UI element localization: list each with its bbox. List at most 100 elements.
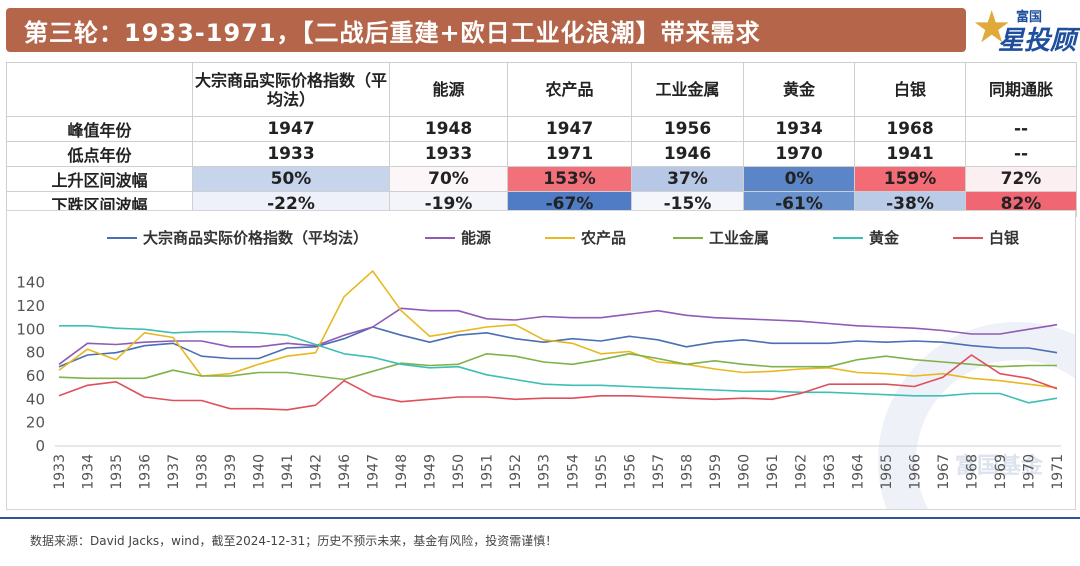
x-tick-label: 1959 bbox=[708, 454, 724, 490]
table-row: 上升区间波幅 50% 70% 153% 37% 0% 159% 72% bbox=[6, 166, 1077, 192]
table-cell: 1934 bbox=[743, 116, 855, 142]
x-tick-label: 1946 bbox=[337, 454, 353, 490]
x-tick-label: 1940 bbox=[252, 454, 268, 490]
x-tick-label: 1967 bbox=[936, 454, 952, 490]
table-cell: 1941 bbox=[854, 141, 966, 167]
x-tick-label: 1969 bbox=[993, 454, 1009, 490]
table-col-header: 白银 bbox=[854, 62, 966, 117]
legend-label: 大宗商品实际价格指数（平均法） bbox=[143, 229, 368, 247]
table-cell: 159% bbox=[854, 166, 966, 192]
legend-label: 黄金 bbox=[869, 229, 900, 247]
table-col-header: 能源 bbox=[389, 62, 508, 117]
stats-table: 大宗商品实际价格指数（平均法） 能源 农产品 工业金属 黄金 白银 同期通胀 峰值年份 194… bbox=[6, 62, 1077, 217]
series-line bbox=[58, 307, 1058, 365]
x-tick-label: 1956 bbox=[622, 454, 638, 490]
footer-divider bbox=[0, 517, 1080, 519]
y-tick-label: 100 bbox=[16, 320, 45, 338]
x-tick-label: 1962 bbox=[793, 454, 809, 490]
table-header-row: 大宗商品实际价格指数（平均法） 能源 农产品 工业金属 黄金 白银 同期通胀 bbox=[6, 62, 1077, 117]
table-cell: 1956 bbox=[631, 116, 744, 142]
x-tick-label: 1934 bbox=[81, 454, 97, 490]
chart-container: 富国基金 0 20 40 60 80 100 120 140 1933 1934 1935 1936 19… bbox=[6, 210, 1076, 510]
x-tick-label: 1948 bbox=[394, 454, 410, 490]
row-label: 低点年份 bbox=[6, 141, 193, 167]
x-tick-label: 1935 bbox=[109, 454, 125, 490]
x-tick-label: 1960 bbox=[736, 454, 752, 490]
data-source-note: 数据来源：David Jacks，wind，截至2024-12-31；历史不预示… bbox=[30, 534, 558, 548]
table-cell: 1971 bbox=[507, 141, 632, 167]
x-tick-label: 1968 bbox=[964, 454, 980, 490]
table-row: 低点年份 1933 1933 1971 1946 1970 1941 -- bbox=[6, 141, 1077, 167]
y-tick-label: 60 bbox=[26, 367, 45, 385]
x-tick-label: 1965 bbox=[879, 454, 895, 490]
table-col-header: 农产品 bbox=[507, 62, 632, 117]
x-tick-label: 1970 bbox=[1021, 454, 1037, 490]
table-col-header: 黄金 bbox=[743, 62, 855, 117]
x-tick-label: 1958 bbox=[679, 454, 695, 490]
table-col-header: 大宗商品实际价格指数（平均法） bbox=[192, 62, 390, 117]
x-tick-label: 1961 bbox=[765, 454, 781, 490]
x-tick-label: 1971 bbox=[1050, 454, 1066, 490]
legend-label: 工业金属 bbox=[709, 229, 769, 247]
watermark-text: 富国基金 bbox=[955, 453, 1044, 479]
watermark-ring bbox=[878, 322, 1075, 509]
table-cell: 1947 bbox=[192, 116, 390, 142]
legend-label: 能源 bbox=[461, 229, 491, 247]
table-cell: 1970 bbox=[743, 141, 855, 167]
x-tick-label: 1938 bbox=[195, 454, 211, 490]
x-tick-label: 1949 bbox=[423, 454, 439, 490]
table-cell: 72% bbox=[965, 166, 1077, 192]
y-tick-label: 20 bbox=[26, 414, 45, 432]
x-tick-label: 1957 bbox=[651, 454, 667, 490]
brand-logo: ★ 富国 星投顾 bbox=[972, 2, 1077, 57]
x-tick-label: 1936 bbox=[138, 454, 154, 490]
x-tick-label: 1954 bbox=[565, 454, 581, 490]
table-col-header: 工业金属 bbox=[631, 62, 744, 117]
x-tick-label: 1933 bbox=[52, 454, 68, 490]
table-cell: 1933 bbox=[192, 141, 390, 167]
title-bar: 第三轮：1933-1971，【二战后重建+欧日工业化浪潮】带来需求 bbox=[6, 8, 966, 52]
row-label: 上升区间波幅 bbox=[6, 166, 193, 192]
x-tick-label: 1947 bbox=[366, 454, 382, 490]
x-tick-label: 1942 bbox=[309, 454, 325, 490]
line-chart: 富国基金 0 20 40 60 80 100 120 140 1933 1934 1935 1936 19… bbox=[16, 229, 1075, 509]
y-tick-label: 140 bbox=[16, 274, 45, 292]
x-tick-label: 1966 bbox=[907, 454, 923, 490]
series-line bbox=[58, 270, 1058, 389]
page-title: 第三轮：1933-1971，【二战后重建+欧日工业化浪潮】带来需求 bbox=[24, 18, 761, 47]
y-tick-label: 0 bbox=[35, 437, 45, 455]
table-cell: 1968 bbox=[854, 116, 966, 142]
y-tick-label: 40 bbox=[26, 390, 45, 408]
legend-label: 白银 bbox=[989, 229, 1020, 247]
x-tick-label: 1937 bbox=[166, 454, 182, 490]
x-tick-label: 1939 bbox=[223, 454, 239, 490]
table-cell: 37% bbox=[631, 166, 744, 192]
logo-main-text: 星投顾 bbox=[998, 26, 1077, 56]
x-tick-label: 1964 bbox=[850, 454, 866, 490]
table-cell: 50% bbox=[192, 166, 390, 192]
legend-label: 农产品 bbox=[580, 229, 626, 247]
series-line bbox=[58, 354, 1058, 411]
x-tick-label: 1963 bbox=[822, 454, 838, 490]
x-tick-label: 1952 bbox=[508, 454, 524, 490]
table-col-header bbox=[6, 62, 193, 117]
x-tick-label: 1950 bbox=[451, 454, 467, 490]
x-tick-label: 1953 bbox=[537, 454, 553, 490]
table-cell: 0% bbox=[743, 166, 855, 192]
x-tick-label: 1951 bbox=[480, 454, 496, 490]
y-tick-label: 120 bbox=[16, 297, 45, 315]
table-col-header: 同期通胀 bbox=[965, 62, 1077, 117]
star-icon: ★ bbox=[972, 2, 1012, 53]
table-cell: -- bbox=[965, 116, 1077, 142]
table-cell: 153% bbox=[507, 166, 632, 192]
table-cell: 1933 bbox=[389, 141, 508, 167]
x-tick-label: 1941 bbox=[280, 454, 296, 490]
series-line bbox=[59, 325, 1058, 404]
x-tick-label: 1955 bbox=[594, 454, 610, 490]
row-label: 峰值年份 bbox=[6, 116, 193, 142]
logo-top-text: 富国 bbox=[1016, 10, 1043, 25]
table-row: 峰值年份 1947 1948 1947 1956 1934 1968 -- bbox=[6, 116, 1077, 142]
table-cell: -- bbox=[965, 141, 1077, 167]
table-cell: 1947 bbox=[507, 116, 632, 142]
table-cell: 1948 bbox=[389, 116, 508, 142]
